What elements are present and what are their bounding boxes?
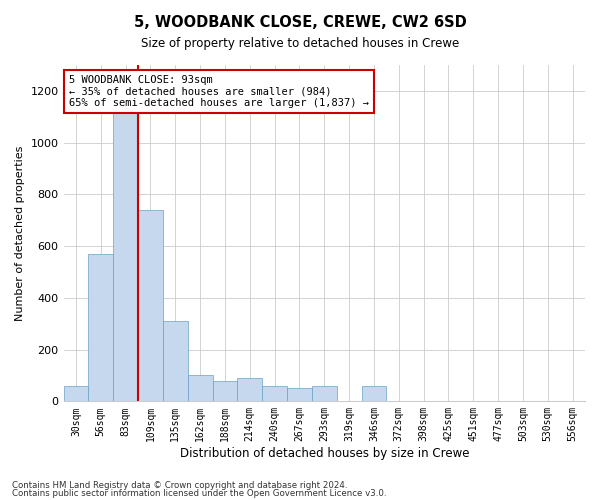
Text: 5 WOODBANK CLOSE: 93sqm
← 35% of detached houses are smaller (984)
65% of semi-d: 5 WOODBANK CLOSE: 93sqm ← 35% of detache…	[69, 75, 369, 108]
Bar	[64, 386, 88, 402]
Text: 5, WOODBANK CLOSE, CREWE, CW2 6SD: 5, WOODBANK CLOSE, CREWE, CW2 6SD	[134, 15, 466, 30]
Bar	[88, 254, 113, 402]
Bar	[212, 380, 238, 402]
X-axis label: Distribution of detached houses by size in Crewe: Distribution of detached houses by size …	[179, 447, 469, 460]
Bar	[113, 91, 138, 402]
Bar	[188, 376, 212, 402]
Text: Contains HM Land Registry data © Crown copyright and database right 2024.: Contains HM Land Registry data © Crown c…	[12, 480, 347, 490]
Bar	[287, 388, 312, 402]
Bar	[262, 386, 287, 402]
Bar	[238, 378, 262, 402]
Bar	[138, 210, 163, 402]
Bar	[163, 321, 188, 402]
Bar	[362, 386, 386, 402]
Bar	[312, 386, 337, 402]
Text: Size of property relative to detached houses in Crewe: Size of property relative to detached ho…	[141, 38, 459, 51]
Y-axis label: Number of detached properties: Number of detached properties	[15, 146, 25, 321]
Text: Contains public sector information licensed under the Open Government Licence v3: Contains public sector information licen…	[12, 489, 386, 498]
